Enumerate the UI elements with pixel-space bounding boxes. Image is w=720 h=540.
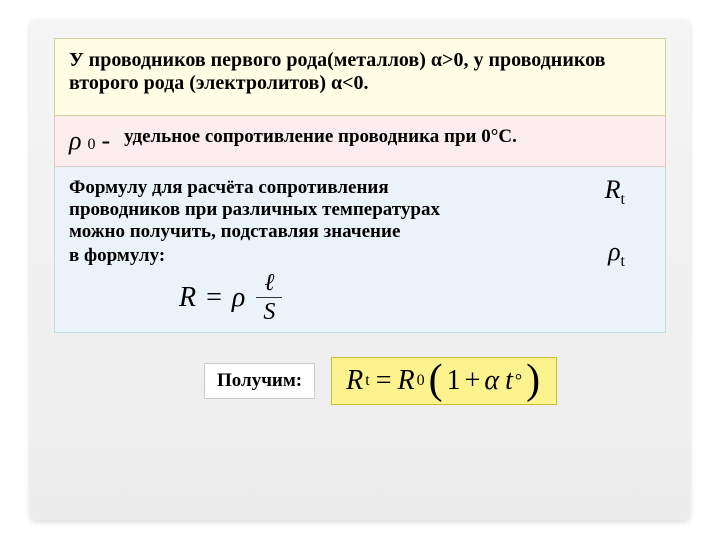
rho-glyph: ρ bbox=[69, 126, 81, 156]
text-derivation-2: в формулу: bbox=[69, 245, 499, 267]
f1-R: R bbox=[179, 282, 196, 314]
box-rho-zero: ρ0 - удельное сопротивление проводника п… bbox=[54, 116, 666, 167]
text-derivation-1: Формулу для расчёта сопротивления провод… bbox=[69, 177, 499, 243]
label-poluchim: Получим: bbox=[204, 363, 315, 399]
rho-sub: 0 bbox=[87, 136, 95, 154]
f2-R0-R: R bbox=[397, 365, 414, 397]
f2-t: t bbox=[505, 365, 513, 397]
f2-Rt-sub: t bbox=[365, 372, 369, 390]
f2-lparen: ( bbox=[427, 364, 445, 398]
f2-R0-sub: 0 bbox=[417, 372, 425, 390]
f2-rparen: ) bbox=[524, 364, 542, 398]
formula-resistance: R = ρ ℓ S bbox=[179, 271, 651, 324]
f1-rho: ρ bbox=[232, 282, 245, 314]
f2-Rt-R: R bbox=[346, 365, 363, 397]
f2-one: 1 bbox=[447, 365, 461, 397]
f1-num: ℓ bbox=[256, 271, 282, 298]
rho-t-glyph: ρ bbox=[608, 237, 620, 266]
f1-eq: = bbox=[206, 282, 222, 314]
f2-deg: ° bbox=[515, 370, 522, 391]
symbol-rho-t: ρt bbox=[608, 237, 625, 271]
f1-den: S bbox=[255, 298, 283, 324]
rho-t-sub: t bbox=[621, 253, 625, 270]
text-conductor-types: У проводников первого рода(металлов) α>0… bbox=[69, 49, 605, 94]
box-formula-derivation: Формулу для расчёта сопротивления провод… bbox=[54, 167, 666, 333]
f2-eq: = bbox=[376, 365, 392, 397]
text-rho-zero: удельное сопротивление проводника при 0°… bbox=[124, 126, 517, 148]
formula-rt: Rt = R0 ( 1 + α t° ) bbox=[331, 357, 557, 405]
f1-fraction: ℓ S bbox=[255, 271, 283, 324]
symbol-rho-zero: ρ0 - bbox=[69, 126, 110, 156]
symbol-r-t: Rt bbox=[605, 175, 625, 209]
slide: У проводников первого рода(металлов) α>0… bbox=[30, 20, 690, 520]
f2-plus: + bbox=[465, 365, 481, 397]
r-glyph: R bbox=[605, 175, 621, 204]
row-result: Получим: Rt = R0 ( 1 + α t° ) bbox=[204, 357, 666, 405]
r-t-sub: t bbox=[621, 191, 625, 208]
dash: - bbox=[101, 126, 110, 156]
f2-alpha: α bbox=[484, 365, 499, 397]
box-conductor-types: У проводников первого рода(металлов) α>0… bbox=[54, 38, 666, 116]
